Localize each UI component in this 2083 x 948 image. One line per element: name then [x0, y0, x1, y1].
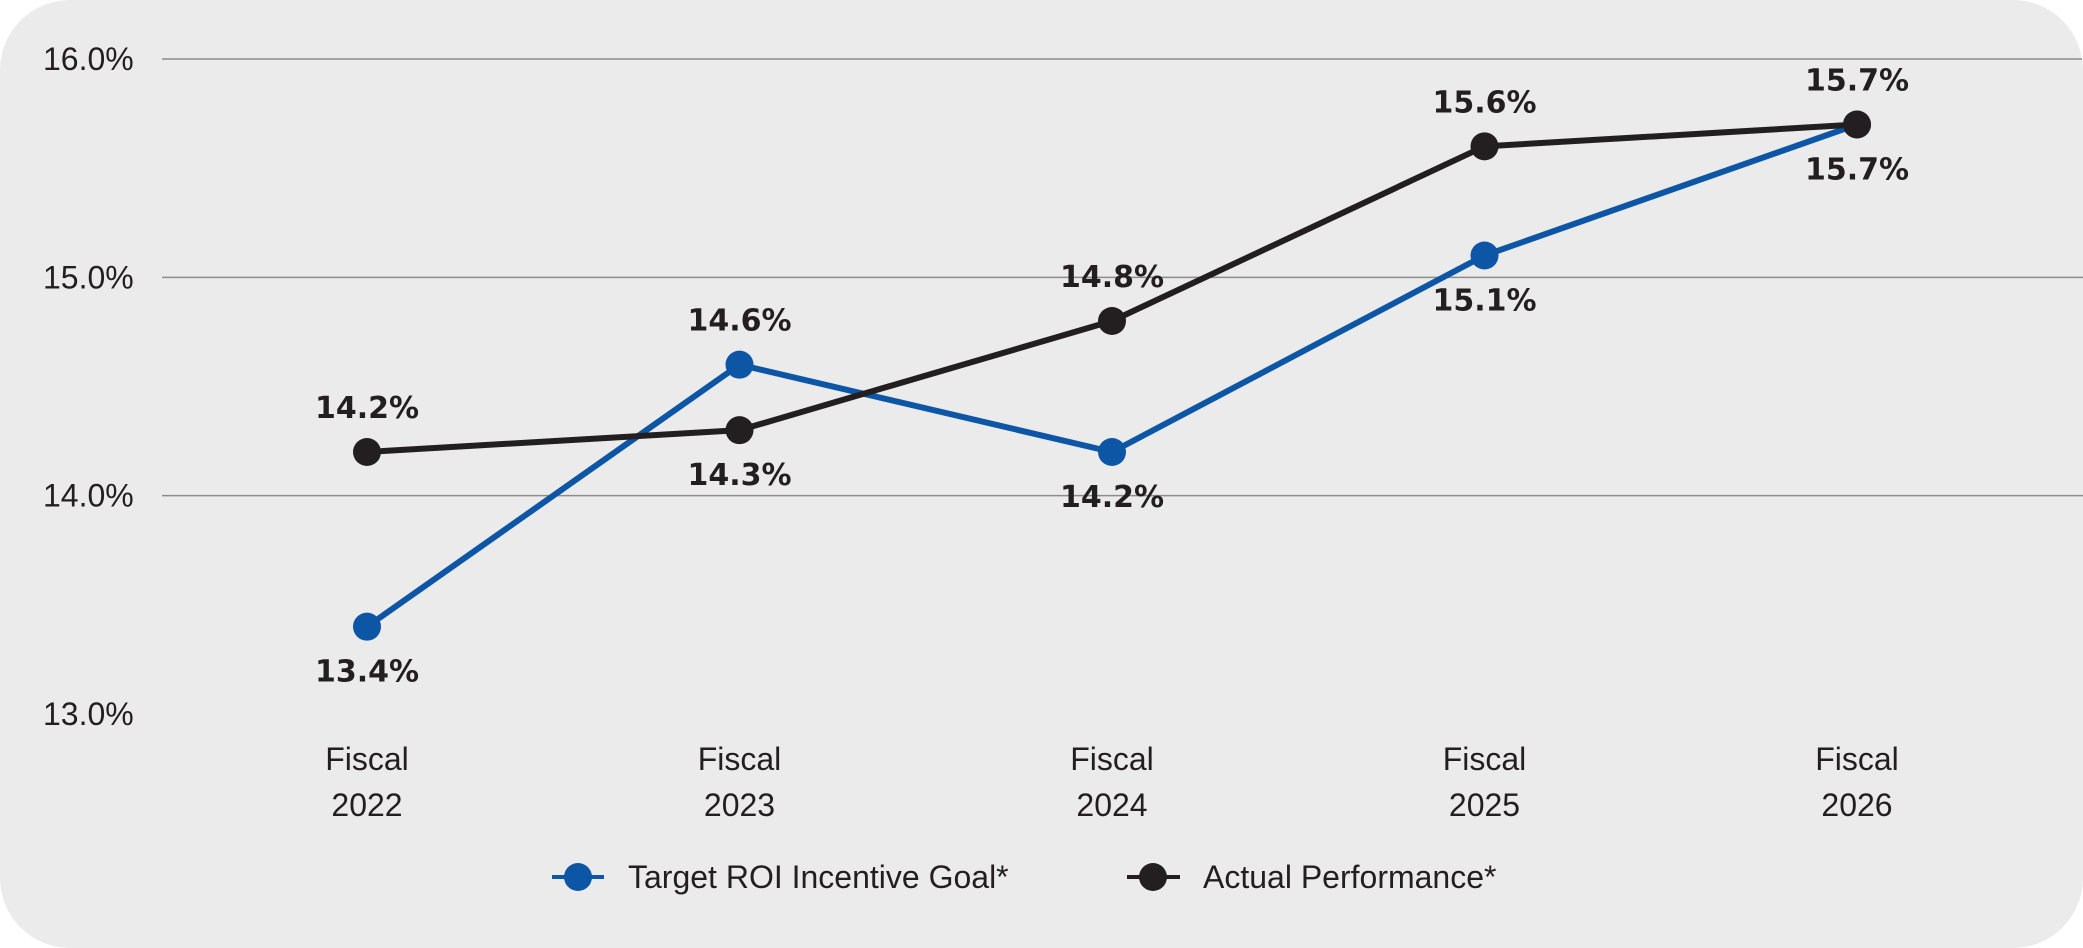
series-line-target — [364, 121, 1860, 630]
legend: Target ROI Incentive Goal* Actual Perform… — [552, 859, 1496, 895]
y-tick-label: 15.0% — [43, 259, 134, 295]
x-tick-label: Fiscal 2026 — [1815, 741, 1899, 823]
data-point-target — [725, 350, 754, 379]
data-label-target: 13.4% — [315, 655, 419, 690]
data-point-actual — [1098, 307, 1126, 335]
data-label-target: 15.7% — [1805, 153, 1909, 188]
data-label-target: 14.6% — [687, 304, 791, 339]
x-tick-label: Fiscal 2022 — [325, 741, 409, 823]
x-axis-ticks: Fiscal 2022 Fiscal 2023 Fiscal 2024 Fiscal 2025… — [325, 741, 1899, 823]
y-tick-label: 14.0% — [43, 478, 134, 514]
series-layer — [353, 110, 1871, 641]
x-tick-label: Fiscal 2023 — [698, 741, 782, 823]
data-point-actual — [1470, 132, 1499, 161]
data-label-target: 14.2% — [1060, 480, 1164, 515]
legend-marker — [1139, 863, 1167, 891]
data-label-actual: 14.2% — [315, 391, 419, 426]
legend-marker — [564, 863, 592, 891]
data-point-target — [1098, 438, 1126, 466]
gridlines — [162, 58, 2083, 497]
x-tick-label: Fiscal 2024 — [1070, 741, 1154, 823]
data-point-actual — [725, 416, 754, 445]
data-point-actual — [353, 438, 381, 466]
data-label-actual: 15.6% — [1432, 85, 1536, 120]
x-tick-label: Fiscal 2025 — [1443, 741, 1527, 823]
y-tick-label: 13.0% — [43, 696, 134, 732]
data-labels: 13.4% 14.6% 14.2% 15.1% 15.7% 14.2% 14.3% 14.8%… — [315, 64, 1909, 690]
data-label-actual: 15.7% — [1805, 64, 1909, 99]
data-point-actual — [1843, 110, 1871, 139]
y-axis-ticks: 13.0% 14.0% 15.0% 16.0% — [43, 41, 134, 732]
y-tick-label: 16.0% — [43, 41, 134, 77]
data-label-actual: 14.3% — [687, 458, 791, 493]
legend-label: Target ROI Incentive Goal* — [628, 859, 1009, 895]
legend-item-target: Target ROI Incentive Goal* — [552, 859, 1009, 895]
data-label-target: 15.1% — [1432, 284, 1536, 319]
data-point-target — [353, 612, 381, 641]
data-label-actual: 14.8% — [1060, 260, 1164, 295]
legend-label: Actual Performance* — [1203, 859, 1496, 895]
data-point-target — [1470, 241, 1499, 270]
legend-item-actual: Actual Performance* — [1127, 859, 1496, 895]
